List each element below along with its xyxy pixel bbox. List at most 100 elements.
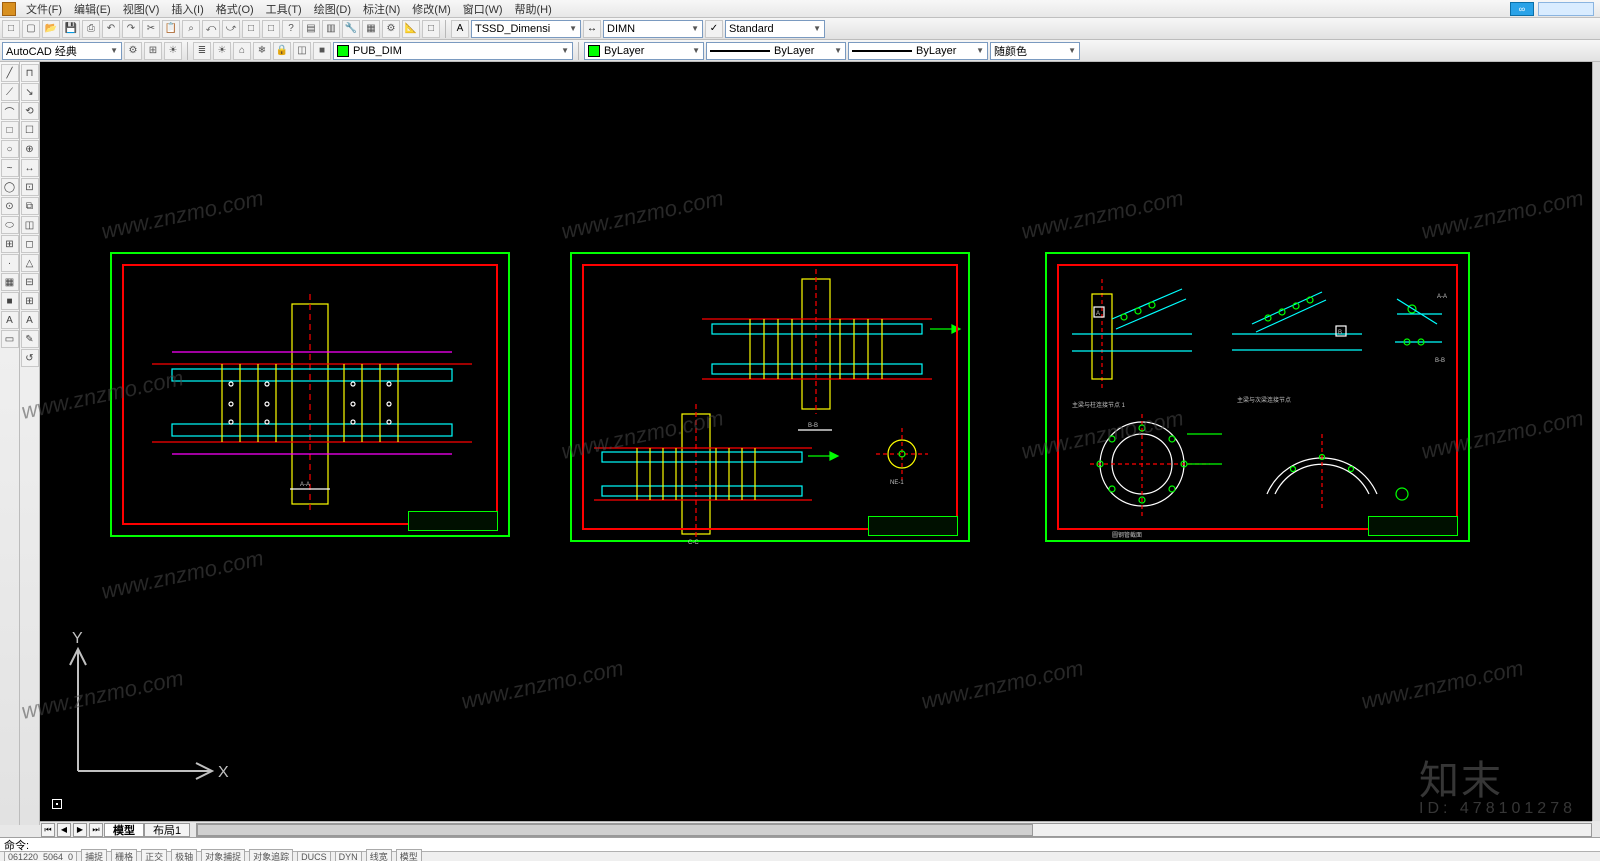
toolbar-button[interactable]: ⎙ bbox=[82, 20, 100, 38]
toolbar-button[interactable]: ✂ bbox=[142, 20, 160, 38]
status-toggle[interactable]: DUCS bbox=[297, 851, 331, 861]
lineweight-dropdown[interactable]: ByLayer▼ bbox=[848, 42, 988, 60]
status-toggle[interactable]: DYN bbox=[335, 851, 362, 861]
draw-tool[interactable]: ○ bbox=[1, 140, 19, 158]
modify-tool[interactable]: ⊓ bbox=[21, 64, 39, 82]
toolbar-button[interactable]: ↶ bbox=[102, 20, 120, 38]
modify-tool[interactable]: ⊡ bbox=[21, 178, 39, 196]
workspace-button[interactable]: ⚙ bbox=[124, 42, 142, 60]
color-dropdown[interactable]: ByLayer▼ bbox=[584, 42, 704, 60]
cloud-search-field[interactable] bbox=[1538, 2, 1594, 16]
dimstyle-icon[interactable]: A bbox=[451, 20, 469, 38]
tab-layout1[interactable]: 布局1 bbox=[144, 823, 190, 837]
draw-tool[interactable]: ⊞ bbox=[1, 235, 19, 253]
menu-item[interactable]: 视图(V) bbox=[117, 1, 166, 17]
draw-tool[interactable]: ▦ bbox=[1, 273, 19, 291]
status-toggle[interactable]: 线宽 bbox=[366, 849, 392, 861]
toolbar-button[interactable]: ↷ bbox=[122, 20, 140, 38]
modify-tool[interactable]: ◻ bbox=[21, 235, 39, 253]
draw-tool[interactable]: □ bbox=[1, 121, 19, 139]
draw-tool[interactable]: ◯ bbox=[1, 178, 19, 196]
status-toggle[interactable]: 模型 bbox=[396, 849, 422, 861]
toolbar-button[interactable]: ⌕ bbox=[182, 20, 200, 38]
layer-button[interactable]: ❄ bbox=[253, 42, 271, 60]
menu-item[interactable]: 绘图(D) bbox=[308, 1, 357, 17]
toolbar-button[interactable]: 💾 bbox=[62, 20, 80, 38]
draw-tool[interactable]: ╱ bbox=[1, 64, 19, 82]
status-toggle[interactable]: 极轴 bbox=[171, 849, 197, 861]
draw-tool[interactable]: ⌒ bbox=[1, 102, 19, 120]
menu-item[interactable]: 文件(F) bbox=[20, 1, 68, 17]
draw-tool[interactable]: ▭ bbox=[1, 330, 19, 348]
toolbar-button[interactable]: ▦ bbox=[362, 20, 380, 38]
drawing-canvas[interactable]: A-A bbox=[40, 62, 1592, 821]
tab-model[interactable]: 模型 bbox=[104, 823, 144, 837]
toolbar-button[interactable]: □ bbox=[242, 20, 260, 38]
menu-item[interactable]: 编辑(E) bbox=[68, 1, 117, 17]
workspace-dropdown[interactable]: AutoCAD 经典▼ bbox=[2, 42, 122, 60]
linetype-dropdown[interactable]: ByLayer▼ bbox=[706, 42, 846, 60]
modify-tool[interactable]: ↔ bbox=[21, 159, 39, 177]
modify-tool[interactable]: ◫ bbox=[21, 216, 39, 234]
layer-dropdown[interactable]: PUB_DIM▼ bbox=[333, 42, 573, 60]
toolbar-button[interactable]: ⤻ bbox=[222, 20, 240, 38]
tab-nav-button[interactable]: ◀ bbox=[57, 823, 71, 837]
status-toggle[interactable]: 对象追踪 bbox=[249, 849, 293, 861]
vertical-scrollbar[interactable] bbox=[1592, 62, 1600, 821]
status-toggle[interactable]: 捕捉 bbox=[81, 849, 107, 861]
modify-tool[interactable]: A bbox=[21, 311, 39, 329]
menu-item[interactable]: 插入(I) bbox=[165, 1, 209, 17]
plotstyle-dropdown[interactable]: 随颜色▼ bbox=[990, 42, 1080, 60]
layer-button[interactable]: ⌂ bbox=[233, 42, 251, 60]
draw-tool[interactable]: ⬭ bbox=[1, 216, 19, 234]
dimstyle-dropdown[interactable]: TSSD_Dimensi▼ bbox=[471, 20, 581, 38]
modify-tool[interactable]: △ bbox=[21, 254, 39, 272]
status-toggle[interactable]: 对象捕捉 bbox=[201, 849, 245, 861]
modify-tool[interactable]: ✎ bbox=[21, 330, 39, 348]
workspace-button[interactable]: ☀ bbox=[164, 42, 182, 60]
toolbar-button[interactable]: 📂 bbox=[42, 20, 60, 38]
menu-item[interactable]: 窗口(W) bbox=[457, 1, 509, 17]
modify-tool[interactable]: ⧉ bbox=[21, 197, 39, 215]
hscroll-thumb[interactable] bbox=[197, 824, 1033, 836]
modify-tool[interactable]: ☐ bbox=[21, 121, 39, 139]
layer-button[interactable]: ■ bbox=[313, 42, 331, 60]
menu-item[interactable]: 格式(O) bbox=[210, 1, 260, 17]
menu-item[interactable]: 标注(N) bbox=[357, 1, 406, 17]
toolbar-button[interactable]: □ bbox=[262, 20, 280, 38]
draw-tool[interactable]: ~ bbox=[1, 159, 19, 177]
toolbar-button[interactable]: 🔧 bbox=[342, 20, 360, 38]
layer-button[interactable]: 🔒 bbox=[273, 42, 291, 60]
draw-tool[interactable]: ■ bbox=[1, 292, 19, 310]
toolbar-button[interactable]: 📐 bbox=[402, 20, 420, 38]
menu-item[interactable]: 工具(T) bbox=[260, 1, 308, 17]
status-toggle[interactable]: 栅格 bbox=[111, 849, 137, 861]
toolbar-button[interactable]: ▥ bbox=[322, 20, 340, 38]
draw-tool[interactable]: ⟋ bbox=[1, 83, 19, 101]
layer-button[interactable]: ≣ bbox=[193, 42, 211, 60]
tab-nav-button[interactable]: ⏭ bbox=[89, 823, 103, 837]
draw-tool[interactable]: · bbox=[1, 254, 19, 272]
tablestyle-dropdown[interactable]: Standard▼ bbox=[725, 20, 825, 38]
modify-tool[interactable]: ↺ bbox=[21, 349, 39, 367]
toolbar-button[interactable]: □ bbox=[2, 20, 20, 38]
status-toggle[interactable]: 正交 bbox=[141, 849, 167, 861]
tablestyle-icon[interactable]: ✓ bbox=[705, 20, 723, 38]
toolbar-button[interactable]: ⚙ bbox=[382, 20, 400, 38]
toolbar-button[interactable]: 📋 bbox=[162, 20, 180, 38]
dim-icon[interactable]: ↔ bbox=[583, 20, 601, 38]
dim-dropdown[interactable]: DIMN▼ bbox=[603, 20, 703, 38]
workspace-button[interactable]: ⊞ bbox=[144, 42, 162, 60]
draw-tool[interactable]: ⊙ bbox=[1, 197, 19, 215]
menu-item[interactable]: 帮助(H) bbox=[509, 1, 558, 17]
toolbar-button[interactable]: □ bbox=[422, 20, 440, 38]
modify-tool[interactable]: ⊟ bbox=[21, 273, 39, 291]
cloud-icon[interactable]: ∞ bbox=[1510, 2, 1534, 16]
layer-button[interactable]: ◫ bbox=[293, 42, 311, 60]
modify-tool[interactable]: ⊕ bbox=[21, 140, 39, 158]
modify-tool[interactable]: ⟲ bbox=[21, 102, 39, 120]
layer-button[interactable]: ☀ bbox=[213, 42, 231, 60]
modify-tool[interactable]: ⊞ bbox=[21, 292, 39, 310]
menu-item[interactable]: 修改(M) bbox=[406, 1, 457, 17]
tab-nav-button[interactable]: ▶ bbox=[73, 823, 87, 837]
